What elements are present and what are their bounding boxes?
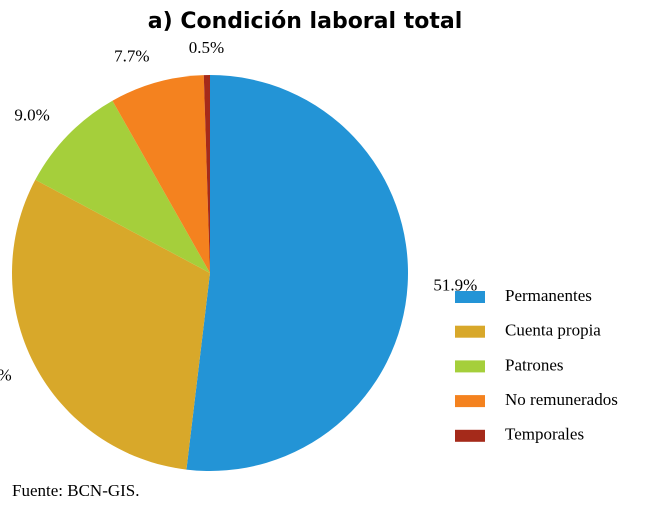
pie-slice: [203, 75, 210, 273]
pie-slice: [11, 179, 210, 470]
legend-label: Permanentes: [505, 286, 592, 305]
legend-swatch: [455, 360, 485, 373]
legend-swatch: [455, 429, 485, 442]
pie-slice: [35, 100, 210, 273]
data-label: 7.7%: [114, 46, 149, 65]
legend-swatch: [455, 325, 485, 338]
pie-slice: [112, 75, 210, 273]
legend-label: Patrones: [505, 355, 564, 374]
source: Fuente: BCN-GIS.: [12, 481, 140, 500]
pie-slice: [186, 75, 408, 471]
data-label: 30.9%: [0, 365, 12, 384]
legend-label: Temporales: [505, 425, 584, 444]
data-label: 0.5%: [189, 38, 224, 57]
data-label: 9.0%: [14, 106, 49, 125]
legend-swatch: [455, 395, 485, 408]
legend-swatch: [455, 291, 485, 303]
chart-title: a) Condición laboral total: [148, 9, 462, 34]
legend-label: No remunerados: [505, 390, 618, 409]
data-label: 51.9%: [433, 275, 477, 294]
legend-label: Cuenta propia: [505, 321, 601, 340]
